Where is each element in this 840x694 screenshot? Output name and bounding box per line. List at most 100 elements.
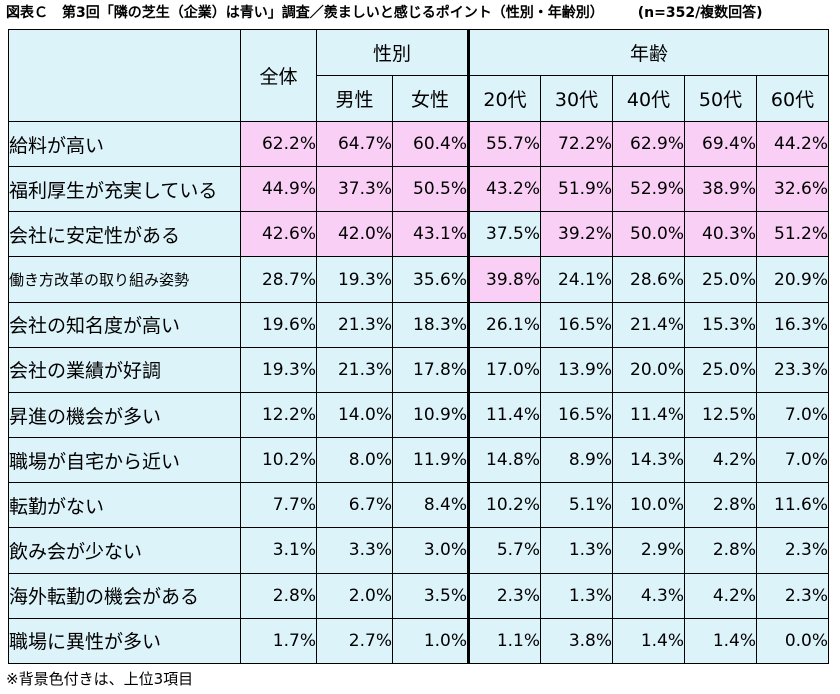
value-cell: 2.0% [316, 572, 393, 619]
row-label: 会社の知名度が高い [8, 301, 241, 348]
value-cell: 3.5% [391, 572, 470, 619]
value-cell: 0.0% [756, 617, 830, 665]
value-cell: 25.0% [684, 256, 758, 303]
value-cell: 40.3% [684, 211, 758, 258]
value-cell: 2.8% [684, 527, 758, 574]
row-label: 福利厚生が充実している [8, 166, 241, 213]
value-cell: 15.3% [684, 301, 758, 348]
value-cell: 60.4% [391, 120, 470, 168]
value-cell: 1.4% [684, 617, 758, 665]
value-cell: 28.6% [612, 256, 686, 303]
value-cell: 2.8% [684, 482, 758, 529]
value-cell: 16.5% [540, 301, 614, 348]
value-cell: 50.5% [391, 166, 470, 213]
value-cell: 43.1% [391, 211, 470, 258]
sample-size-note: (n=352/複数回答) [637, 5, 763, 21]
row-label: 給料が高い [8, 120, 241, 168]
value-cell: 12.2% [240, 391, 317, 439]
header-age-20: 20代 [467, 75, 542, 122]
value-cell: 72.2% [540, 120, 614, 168]
row-label: 会社の業績が好調 [8, 346, 241, 393]
value-cell: 13.9% [540, 346, 614, 393]
value-cell: 21.4% [612, 301, 686, 348]
table-row: 職場に異性が多い 1.7% 2.7% 1.0% 1.1% 3.8% 1.4% 1.4% 0.0% [8, 617, 830, 665]
table-row: 給料が高い 62.2% 64.7% 60.4% 55.7% 72.2% 62.9% 69.4%… [8, 120, 830, 168]
value-cell: 25.0% [684, 346, 758, 393]
value-cell: 19.6% [240, 301, 317, 348]
value-cell: 39.2% [540, 211, 614, 258]
header-female: 女性 [391, 75, 470, 122]
value-cell: 43.2% [467, 166, 542, 213]
value-cell: 2.3% [756, 572, 830, 619]
value-cell: 19.3% [316, 256, 393, 303]
footnote: ※背景色付きは、上位3項目 [6, 670, 194, 688]
value-cell: 32.6% [756, 166, 830, 213]
row-label: 海外転勤の機会がある [8, 572, 241, 619]
value-cell: 37.5% [467, 211, 542, 258]
value-cell: 7.0% [756, 391, 830, 439]
value-cell: 4.2% [684, 572, 758, 619]
value-cell: 1.0% [391, 617, 470, 665]
header-male: 男性 [316, 75, 393, 122]
value-cell: 23.3% [756, 346, 830, 393]
table-row: 昇進の機会が多い 12.2% 14.0% 10.9% 11.4% 16.5% 11.4% 12… [8, 391, 830, 439]
value-cell: 51.2% [756, 211, 830, 258]
value-cell: 44.9% [240, 166, 317, 213]
value-cell: 42.0% [316, 211, 393, 258]
value-cell: 21.3% [316, 301, 393, 348]
value-cell: 8.0% [316, 437, 393, 484]
value-cell: 17.8% [391, 346, 470, 393]
table-row: 会社の知名度が高い 19.6% 21.3% 18.3% 26.1% 16.5% 21.4% 1… [8, 301, 830, 348]
value-cell: 20.9% [756, 256, 830, 303]
value-cell: 38.9% [684, 166, 758, 213]
header-gender-group: 性別 [315, 29, 470, 76]
value-cell: 3.1% [240, 527, 317, 574]
value-cell: 42.6% [240, 211, 317, 258]
value-cell: 14.8% [467, 437, 542, 484]
value-cell: 62.9% [612, 120, 686, 168]
survey-table: 全体 性別 年齢 男性 女性 20代 30代 40代 50代 60代 給料が高い… [8, 29, 830, 665]
value-cell: 2.9% [612, 527, 686, 574]
row-label: 職場が自宅から近い [8, 437, 241, 484]
title-text: 図表Ｃ 第3回「隣の芝生（企業）は青い」調査／羨ましいと感じるポイント（性別・年… [6, 5, 604, 21]
value-cell: 11.4% [612, 391, 686, 439]
table-row: 飲み会が少ない 3.1% 3.3% 3.0% 5.7% 1.3% 2.9% 2.8% 2.3% [8, 527, 830, 574]
value-cell: 1.3% [540, 572, 614, 619]
value-cell: 18.3% [391, 301, 470, 348]
value-cell: 5.7% [467, 527, 542, 574]
value-cell: 64.7% [316, 120, 393, 168]
row-label: 働き方改革の取り組み姿勢 [8, 256, 241, 303]
row-label: 転勤がない [8, 482, 241, 529]
value-cell: 19.3% [240, 346, 317, 393]
value-cell: 24.1% [540, 256, 614, 303]
value-cell: 1.3% [540, 527, 614, 574]
value-cell: 2.3% [467, 572, 542, 619]
value-cell: 11.6% [756, 482, 830, 529]
table-row: 職場が自宅から近い 10.2% 8.0% 11.9% 14.8% 8.9% 14.3% 4.2… [8, 437, 830, 484]
table-row: 海外転勤の機会がある 2.8% 2.0% 3.5% 2.3% 1.3% 4.3% 4.2% 2.… [8, 572, 830, 619]
value-cell: 8.9% [540, 437, 614, 484]
value-cell: 10.0% [612, 482, 686, 529]
chart-title: 図表Ｃ 第3回「隣の芝生（企業）は青い」調査／羨ましいと感じるポイント（性別・年… [6, 3, 763, 23]
table-row: 会社の業績が好調 19.3% 21.3% 17.8% 17.0% 13.9% 20.0% 25… [8, 346, 830, 393]
value-cell: 3.8% [540, 617, 614, 665]
value-cell: 51.9% [540, 166, 614, 213]
row-label: 職場に異性が多い [8, 617, 241, 665]
value-cell: 16.5% [540, 391, 614, 439]
value-cell: 2.7% [316, 617, 393, 665]
value-cell: 35.6% [391, 256, 470, 303]
header-age-60: 60代 [756, 75, 830, 122]
value-cell: 12.5% [684, 391, 758, 439]
table-row: 会社に安定性がある 42.6% 42.0% 43.1% 37.5% 39.2% 50.0% 4… [8, 211, 830, 258]
value-cell: 62.2% [240, 120, 317, 168]
value-cell: 2.8% [240, 572, 317, 619]
value-cell: 4.2% [684, 437, 758, 484]
value-cell: 37.3% [316, 166, 393, 213]
header-total: 全体 [240, 29, 317, 122]
value-cell: 21.3% [316, 346, 393, 393]
table-body: 給料が高い 62.2% 64.7% 60.4% 55.7% 72.2% 62.9% 69.4%… [8, 120, 830, 665]
table-row: 福利厚生が充実している 44.9% 37.3% 50.5% 43.2% 51.9% 52.9… [8, 166, 830, 213]
value-cell: 5.1% [540, 482, 614, 529]
header-age-50: 50代 [684, 75, 758, 122]
value-cell: 50.0% [612, 211, 686, 258]
